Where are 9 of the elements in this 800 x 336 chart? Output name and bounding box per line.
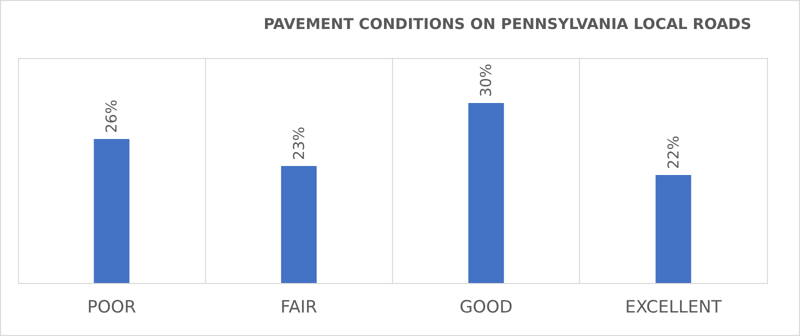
x-tick-label: EXCELLENT <box>625 298 722 318</box>
x-tick-label: POOR <box>87 298 136 318</box>
data-label: 22% <box>664 136 682 169</box>
x-tick-label: FAIR <box>280 298 318 318</box>
data-label: 30% <box>477 64 496 97</box>
x-tick-label: GOOD <box>460 298 513 318</box>
data-label: 23% <box>290 126 308 160</box>
chart-title: PAVEMENT CONDITIONS ON PENNSYLVANIA LOCAL ROADS <box>264 15 752 33</box>
data-label: 26% <box>102 100 121 133</box>
